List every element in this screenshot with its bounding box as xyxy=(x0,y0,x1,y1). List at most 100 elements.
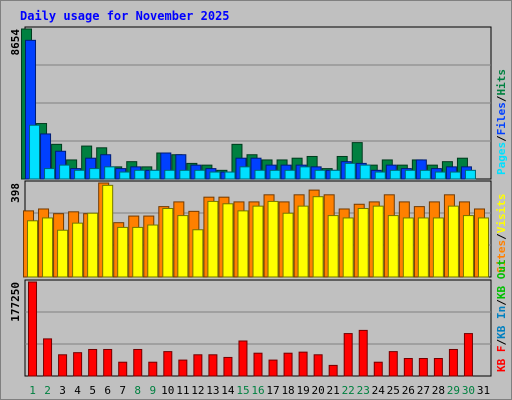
bar-pages-5 xyxy=(89,168,101,180)
legend-item: KB Out xyxy=(495,259,508,299)
bar-pages-14 xyxy=(224,171,236,180)
x-tick-label: 30 xyxy=(462,384,475,397)
legend-item: Files xyxy=(495,102,508,135)
legend-separator: / xyxy=(495,299,508,306)
bar-kb-f-21 xyxy=(328,364,338,377)
bar-kb-f-4 xyxy=(73,352,83,377)
bar-visits-12 xyxy=(192,229,204,278)
x-tick-label: 2 xyxy=(44,384,51,397)
x-tick-label: 20 xyxy=(312,384,325,397)
bar-pages-4 xyxy=(74,169,86,180)
bar-pages-28 xyxy=(434,171,446,180)
x-tick-label: 18 xyxy=(281,384,294,397)
legend-separator: / xyxy=(495,233,508,240)
bar-visits-27 xyxy=(417,217,429,278)
legend-item: KB F xyxy=(495,346,508,373)
bar-kb-f-1 xyxy=(28,281,38,377)
bar-visits-23 xyxy=(357,208,369,278)
bar-visits-3 xyxy=(57,229,69,278)
x-tick-label: 3 xyxy=(59,384,66,397)
x-tick-label: 23 xyxy=(357,384,370,397)
bar-kb-f-7 xyxy=(118,361,128,377)
bar-pages-29 xyxy=(449,171,461,180)
bar-visits-2 xyxy=(42,217,54,278)
x-tick-label: 21 xyxy=(327,384,340,397)
x-tick-label: 25 xyxy=(387,384,400,397)
x-tick-label: 12 xyxy=(191,384,204,397)
x-tick-label: 28 xyxy=(432,384,445,397)
bar-kb-f-9 xyxy=(148,361,158,377)
bar-visits-6 xyxy=(102,184,114,278)
bar-visits-16 xyxy=(252,205,264,278)
bar-pages-23 xyxy=(359,164,371,180)
bar-kb-f-30 xyxy=(463,333,473,377)
x-tick-label: 10 xyxy=(161,384,174,397)
bar-kb-f-29 xyxy=(448,348,458,377)
bar-visits-15 xyxy=(237,210,249,278)
legend-separator: / xyxy=(495,95,508,102)
bar-visits-14 xyxy=(222,203,234,278)
legend-separator: / xyxy=(495,339,508,346)
x-tick-label: 27 xyxy=(417,384,430,397)
bar-visits-18 xyxy=(282,212,294,278)
x-tick-label: 17 xyxy=(266,384,279,397)
bar-pages-19 xyxy=(299,166,311,180)
bar-pages-17 xyxy=(269,169,281,180)
legend-visits: Sites/Visits xyxy=(495,194,508,274)
x-tick-label: 29 xyxy=(447,384,460,397)
bar-kb-f-23 xyxy=(358,329,368,377)
bar-visits-31 xyxy=(477,217,489,278)
bar-kb-f-22 xyxy=(343,333,353,377)
panel-visits: 398 Sites/Visits xyxy=(9,180,508,278)
x-tick-label: 1 xyxy=(29,384,36,397)
bar-pages-8 xyxy=(134,169,146,180)
bar-visits-13 xyxy=(207,200,219,278)
bar-pages-20 xyxy=(314,169,326,180)
bar-kb-f-25 xyxy=(388,351,398,377)
bar-kb-f-8 xyxy=(133,348,143,377)
x-tick-labels: 1 2 3 4 5 6 7 8 9 10 11 12 13 14 15 16 17 18 19 20 21 22 23 24 2… xyxy=(29,384,490,397)
bar-kb-f-20 xyxy=(313,354,323,377)
bar-kb-f-16 xyxy=(253,352,263,377)
x-tick-label: 4 xyxy=(74,384,81,397)
x-tick-label: 16 xyxy=(251,384,264,397)
x-tick-label: 24 xyxy=(372,384,386,397)
bar-kb-f-18 xyxy=(283,352,293,377)
x-tick-label: 22 xyxy=(342,384,355,397)
bar-kb-f-3 xyxy=(58,354,68,377)
x-tick-label: 19 xyxy=(296,384,309,397)
bar-pages-3 xyxy=(59,164,71,180)
bar-visits-17 xyxy=(267,200,279,278)
bar-kb-f-6 xyxy=(103,348,113,377)
bar-pages-15 xyxy=(239,166,251,180)
bar-pages-7 xyxy=(119,171,131,180)
bar-pages-24 xyxy=(374,171,386,180)
x-tick-label: 5 xyxy=(89,384,96,397)
bar-pages-2 xyxy=(44,168,56,180)
legend-kbytes: KB F/KB In/KB Out xyxy=(495,259,508,372)
bar-pages-9 xyxy=(149,169,161,180)
bar-pages-11 xyxy=(179,169,191,180)
bar-kb-f-12 xyxy=(193,354,203,377)
bar-visits-1 xyxy=(27,220,39,278)
bar-visits-19 xyxy=(297,205,309,278)
bar-kb-f-24 xyxy=(373,361,383,377)
bar-pages-25 xyxy=(389,169,401,180)
x-tick-label: 6 xyxy=(104,384,111,397)
bar-kb-f-26 xyxy=(403,357,413,377)
bar-kb-f-14 xyxy=(223,356,233,377)
bar-visits-11 xyxy=(177,215,189,278)
x-tick-label: 15 xyxy=(236,384,249,397)
bar-pages-27 xyxy=(419,169,431,180)
legend-hits: Pages/Files/Hits xyxy=(495,69,508,175)
legend-separator: / xyxy=(495,135,508,142)
bar-kb-f-19 xyxy=(298,351,308,377)
bar-visits-25 xyxy=(387,215,399,278)
y-max-label-kbytes: 177250 xyxy=(9,282,22,322)
bar-visits-26 xyxy=(402,217,414,278)
bar-visits-8 xyxy=(132,226,144,278)
bar-kb-f-15 xyxy=(238,340,248,377)
legend-item: KB In xyxy=(495,306,508,339)
bar-pages-16 xyxy=(254,169,266,180)
